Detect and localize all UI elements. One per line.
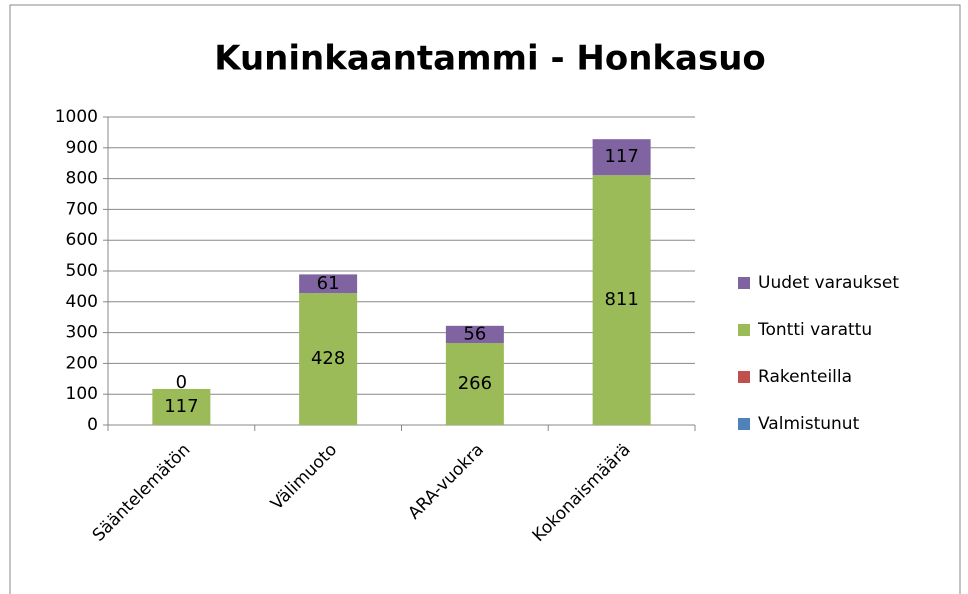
value-label: 266	[458, 373, 492, 394]
value-label: 811	[604, 289, 638, 310]
y-tick-label: 1000	[55, 107, 98, 127]
bar-segment	[592, 139, 651, 176]
y-tick-label: 900	[66, 138, 98, 158]
legend-label: Uudet varaukset	[758, 273, 899, 293]
y-tick-label: 600	[66, 230, 98, 250]
value-label: 428	[311, 348, 345, 369]
y-tick-label: 800	[66, 169, 98, 189]
bar-segment	[592, 175, 651, 425]
y-tick-label: 500	[66, 261, 98, 281]
legend-label: Valmistunut	[758, 414, 860, 434]
y-tick-label: 400	[66, 292, 98, 312]
bar-segment	[299, 274, 358, 294]
legend-swatch	[738, 277, 750, 289]
bar-segment	[445, 325, 504, 344]
bar-segment	[299, 293, 358, 425]
legend-swatch	[738, 324, 750, 336]
legend-label: Rakenteilla	[758, 367, 852, 387]
value-label: 56	[463, 323, 486, 344]
chart-title: Kuninkaantammi - Honkasuo	[214, 39, 766, 79]
bar-segment	[445, 343, 504, 425]
bar-segment	[152, 388, 211, 425]
chart-frame	[9, 4, 961, 594]
value-label: 61	[317, 273, 340, 294]
legend-swatch	[738, 371, 750, 383]
legend-swatch	[738, 418, 750, 430]
value-label: 0	[176, 372, 187, 393]
value-label: 117	[164, 396, 198, 417]
y-tick-label: 200	[66, 353, 98, 373]
y-tick-label: 100	[66, 384, 98, 404]
value-label: 117	[604, 146, 638, 167]
legend-label: Tontti varattu	[757, 320, 872, 340]
y-tick-label: 700	[66, 199, 98, 219]
y-tick-label: 300	[66, 323, 98, 343]
y-tick-label: 0	[87, 415, 98, 435]
